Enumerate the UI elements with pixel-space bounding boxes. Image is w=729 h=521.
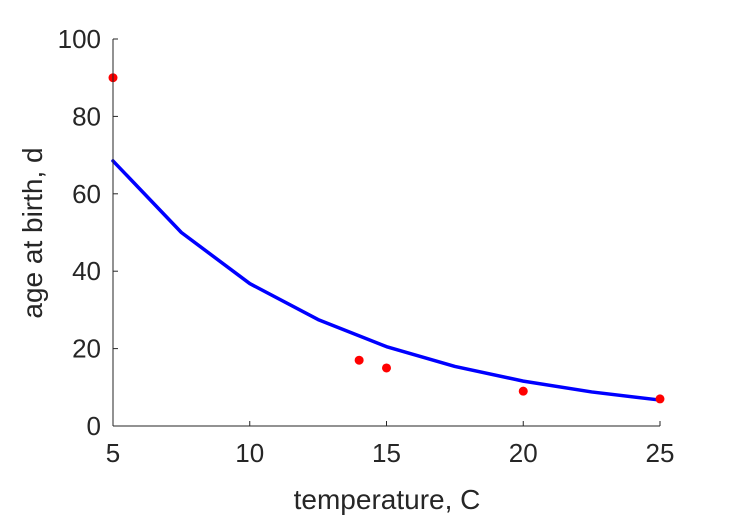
- plot-area: [108, 73, 665, 404]
- y-axis-label: age at birth, d: [17, 147, 48, 318]
- data-point: [382, 363, 391, 373]
- data-point: [518, 386, 528, 396]
- tick-labels: 5 10 15 20 25 0 20 40 60 80 100: [58, 24, 675, 468]
- x-tick-label: 5: [106, 438, 120, 468]
- y-tick-label: 20: [72, 334, 101, 364]
- y-tick-label: 60: [72, 179, 101, 209]
- fit-curve-line: [111, 159, 662, 402]
- y-tick-label: 40: [72, 256, 101, 286]
- y-tick-label: 0: [87, 411, 101, 441]
- axes: [112, 38, 661, 427]
- x-axis-label: temperature, C: [294, 484, 481, 515]
- x-tick-label: 20: [509, 438, 538, 468]
- data-point: [655, 394, 665, 404]
- x-tick-label: 15: [372, 438, 401, 468]
- y-tick-label: 100: [58, 24, 101, 54]
- data-point: [354, 355, 364, 365]
- x-tick-label: 10: [235, 438, 264, 468]
- y-tick-label: 80: [72, 101, 101, 131]
- x-tick-label: 25: [646, 438, 675, 468]
